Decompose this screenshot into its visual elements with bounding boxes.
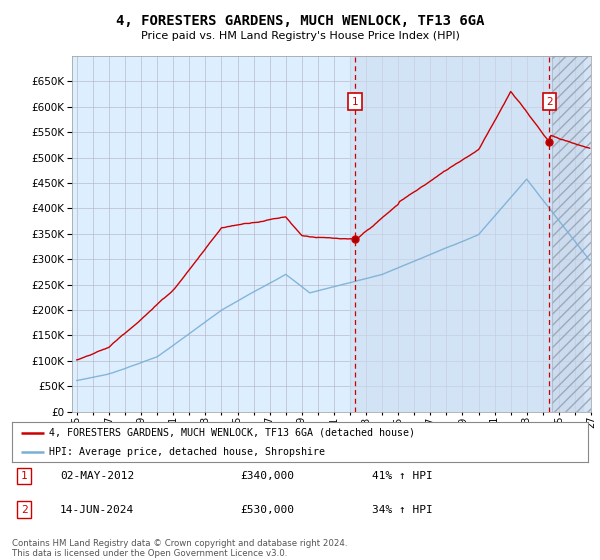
Text: 2: 2 bbox=[20, 505, 28, 515]
Bar bbox=[553, 56, 591, 412]
Text: Price paid vs. HM Land Registry's House Price Index (HPI): Price paid vs. HM Land Registry's House … bbox=[140, 31, 460, 41]
Bar bbox=[553, 56, 591, 412]
Text: 2: 2 bbox=[546, 97, 553, 107]
Text: 1: 1 bbox=[352, 97, 359, 107]
Text: Contains HM Land Registry data © Crown copyright and database right 2024.
This d: Contains HM Land Registry data © Crown c… bbox=[12, 539, 347, 558]
Text: 14-JUN-2024: 14-JUN-2024 bbox=[60, 505, 134, 515]
Text: HPI: Average price, detached house, Shropshire: HPI: Average price, detached house, Shro… bbox=[49, 447, 325, 457]
Text: 4, FORESTERS GARDENS, MUCH WENLOCK, TF13 6GA: 4, FORESTERS GARDENS, MUCH WENLOCK, TF13… bbox=[116, 14, 484, 28]
Text: 02-MAY-2012: 02-MAY-2012 bbox=[60, 471, 134, 481]
Text: £530,000: £530,000 bbox=[240, 505, 294, 515]
Text: 41% ↑ HPI: 41% ↑ HPI bbox=[372, 471, 433, 481]
Text: 4, FORESTERS GARDENS, MUCH WENLOCK, TF13 6GA (detached house): 4, FORESTERS GARDENS, MUCH WENLOCK, TF13… bbox=[49, 428, 415, 438]
Text: 34% ↑ HPI: 34% ↑ HPI bbox=[372, 505, 433, 515]
Text: £340,000: £340,000 bbox=[240, 471, 294, 481]
Text: 1: 1 bbox=[20, 471, 28, 481]
Bar bbox=[350, 56, 583, 412]
